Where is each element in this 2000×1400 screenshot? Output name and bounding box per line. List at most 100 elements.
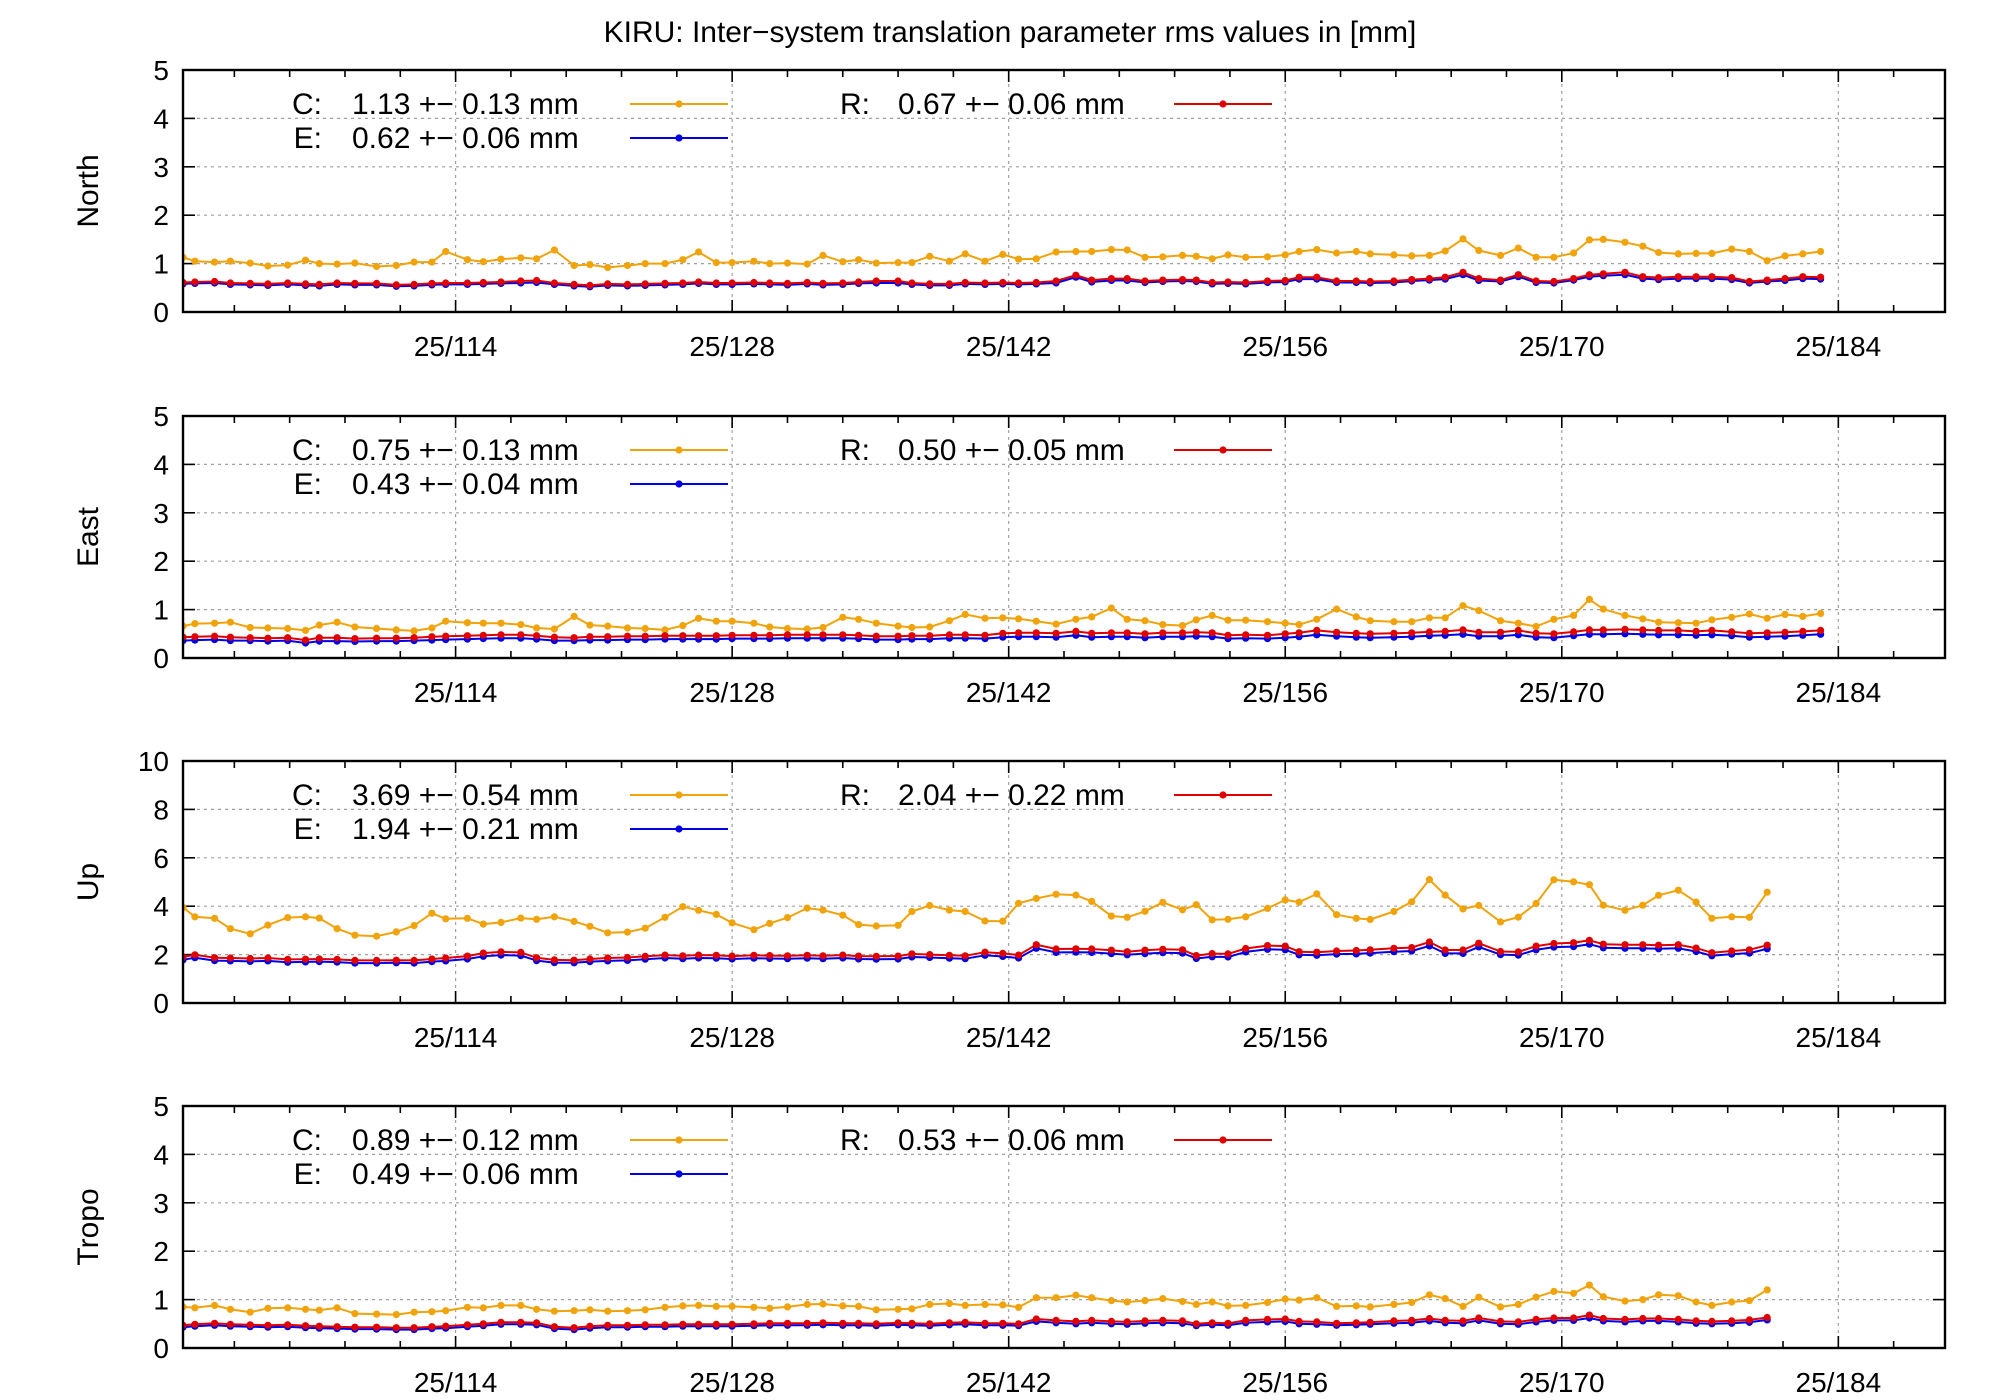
data-point-c xyxy=(410,1308,418,1316)
data-point-c xyxy=(728,259,736,267)
chart-title: KIRU: Inter−system translation parameter… xyxy=(604,16,1417,49)
data-point-c xyxy=(604,622,612,630)
data-point-c xyxy=(226,257,234,265)
data-point-r xyxy=(428,955,436,963)
data-point-r xyxy=(442,632,450,640)
x-tick-label: 25/128 xyxy=(689,1367,775,1398)
data-point-r xyxy=(1425,1314,1433,1323)
data-point-c xyxy=(981,1300,989,1308)
data-point-r xyxy=(1599,270,1607,278)
data-point-r xyxy=(392,634,400,642)
data-point-c xyxy=(226,618,234,626)
data-point-c xyxy=(1425,1291,1433,1299)
data-point-r xyxy=(1599,940,1607,948)
data-point-r xyxy=(1550,1314,1558,1322)
data-point-c xyxy=(1295,621,1303,629)
data-point-r xyxy=(351,279,359,287)
data-point-c xyxy=(1052,1294,1060,1302)
data-point-r xyxy=(497,631,505,639)
data-point-r xyxy=(264,954,272,962)
data-point-c xyxy=(284,624,292,633)
legend-stat-r: 0.67 +− 0.06 mm xyxy=(898,88,1125,121)
data-point-c xyxy=(1192,901,1200,909)
data-point-c xyxy=(264,1304,272,1312)
data-point-c xyxy=(191,913,199,921)
y-tick-label: 2 xyxy=(153,1236,169,1267)
y-tick-label: 2 xyxy=(153,200,169,231)
data-point-c xyxy=(373,624,381,633)
data-point-c xyxy=(392,1311,400,1319)
data-point-r xyxy=(750,278,758,287)
data-point-c xyxy=(1224,251,1232,259)
legend-stat-e: 0.49 +− 0.06 mm xyxy=(352,1158,579,1191)
data-point-r xyxy=(570,956,578,964)
data-point-c xyxy=(1496,617,1505,625)
legend-swatch-marker xyxy=(675,446,683,454)
series-c xyxy=(183,235,1825,272)
data-point-r xyxy=(945,1319,954,1327)
data-point-c xyxy=(1475,901,1483,910)
data-point-c xyxy=(712,1302,720,1310)
data-point-c xyxy=(428,1308,436,1316)
data-point-c xyxy=(855,921,863,929)
legend-swatch-marker xyxy=(675,480,683,488)
data-point-r xyxy=(351,956,359,965)
data-point-c xyxy=(550,246,559,254)
data-point-r xyxy=(1425,938,1433,946)
data-point-r xyxy=(1242,1316,1250,1324)
data-point-r xyxy=(1425,275,1433,283)
data-point-r xyxy=(1441,1316,1449,1324)
data-point-c xyxy=(284,914,292,922)
data-point-c xyxy=(1032,255,1040,263)
data-point-r xyxy=(1263,631,1272,639)
data-point-r xyxy=(463,1321,471,1329)
data-point-r xyxy=(333,1323,341,1331)
data-point-c xyxy=(894,921,902,929)
data-point-c xyxy=(1107,246,1115,254)
data-point-c xyxy=(351,1310,359,1318)
data-point-c xyxy=(392,626,400,634)
data-point-r xyxy=(1585,271,1593,279)
data-point-c xyxy=(1692,898,1700,906)
data-point-r xyxy=(1088,1316,1096,1324)
data-point-r xyxy=(1366,1318,1374,1326)
data-point-c xyxy=(1514,244,1522,252)
data-point-r xyxy=(604,1321,612,1329)
data-point-c xyxy=(1072,1291,1080,1299)
data-point-c xyxy=(872,1306,880,1314)
series-r xyxy=(183,268,1825,289)
data-point-c xyxy=(1263,1298,1272,1307)
series-r xyxy=(183,625,1825,644)
data-point-r xyxy=(333,634,341,642)
legend-swatch-marker xyxy=(1219,446,1227,454)
x-tick-label: 25/184 xyxy=(1796,1367,1882,1398)
data-point-c xyxy=(1459,235,1467,243)
data-point-c xyxy=(1141,1297,1149,1305)
data-point-r xyxy=(712,951,720,959)
series-c xyxy=(183,876,1771,940)
data-point-r xyxy=(442,279,450,287)
data-point-c xyxy=(1708,914,1716,922)
data-point-r xyxy=(1224,1319,1232,1327)
data-point-c xyxy=(1263,904,1272,913)
data-point-r xyxy=(1708,949,1716,957)
data-point-r xyxy=(211,632,219,640)
data-point-r xyxy=(926,951,934,959)
data-point-r xyxy=(1242,631,1250,639)
data-point-c xyxy=(1799,612,1807,621)
data-point-c xyxy=(1692,249,1700,257)
data-point-c xyxy=(1708,1301,1716,1309)
data-point-r xyxy=(981,1319,989,1327)
data-point-r xyxy=(641,1321,649,1329)
data-point-c xyxy=(1475,246,1483,255)
data-point-r xyxy=(679,1320,687,1328)
data-point-c xyxy=(442,915,450,923)
data-point-r xyxy=(1224,631,1232,639)
data-point-r xyxy=(1674,1315,1682,1323)
data-point-r xyxy=(1475,939,1483,947)
legend-key-c: C: xyxy=(292,1124,322,1157)
data-point-r xyxy=(1015,279,1023,287)
data-point-c xyxy=(803,904,811,912)
data-point-c xyxy=(1123,246,1131,254)
data-point-r xyxy=(783,631,792,639)
